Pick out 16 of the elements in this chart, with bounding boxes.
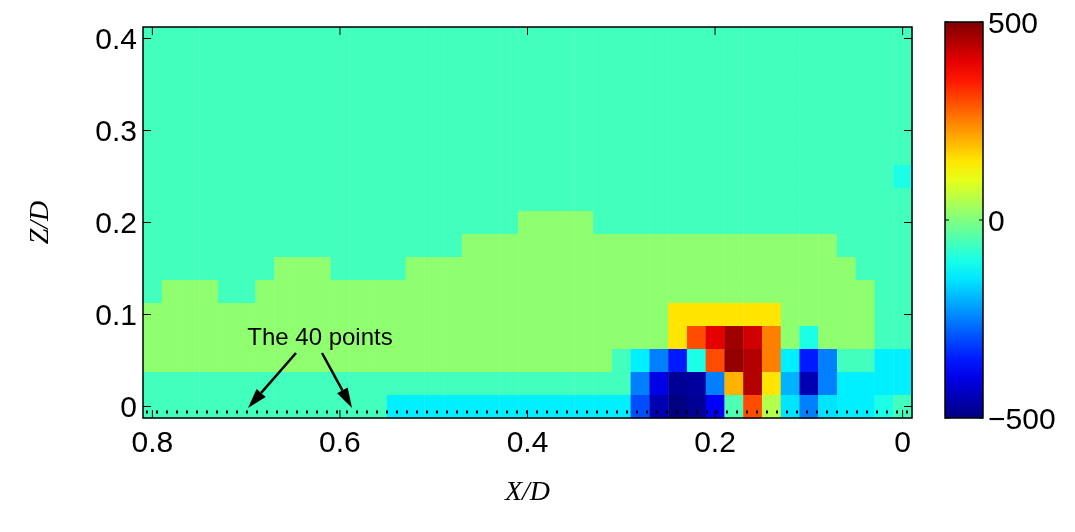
color-bar-label: −500 [988,402,1056,435]
color-bar-label: 500 [988,6,1039,39]
x-tick-label: 0 [894,425,911,458]
y-tick-label: 0.1 [95,297,137,331]
y-tick-label: 0.4 [95,21,137,55]
x-tick-label: 0.8 [131,425,174,458]
x-axis-title: X/D [503,475,551,506]
y-axis-title: Z/D [23,200,54,245]
y-tick-label: 0 [120,389,137,423]
x-tick-label: 0.6 [319,425,361,458]
color-bar-label: 0 [988,204,1005,237]
annotation: The 40 points [247,323,393,350]
x-tick-label: 0.2 [694,425,736,458]
y-tick-label: 0.3 [95,113,137,147]
y-tick-label: 0.2 [95,205,137,239]
x-tick-label: 0.4 [506,425,549,458]
